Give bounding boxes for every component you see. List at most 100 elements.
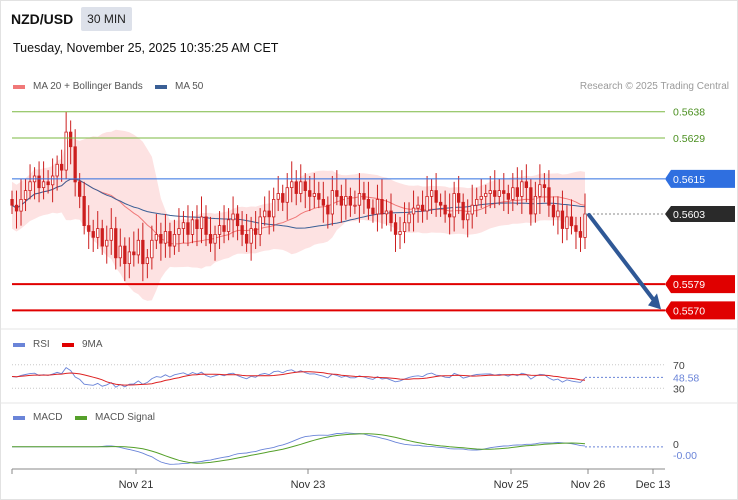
x-tick-label: Nov 25 [494,479,529,491]
candle [574,225,578,232]
x-tick-label: Nov 21 [119,479,154,491]
candle [240,225,244,235]
projection-arrow [587,212,656,303]
level-tag-support [665,301,735,320]
candle [208,233,213,244]
candle [547,187,551,206]
candle [105,239,109,247]
legend-rsi: RSI [13,339,50,350]
candle [416,204,420,209]
level-label-support: 0.5579 [673,279,705,291]
candle [353,204,357,207]
level-tag-pivot [665,169,735,188]
candle [371,207,375,215]
candle [321,198,326,206]
candle [258,216,262,235]
candle [290,181,294,189]
candle [118,245,122,259]
candle [384,210,389,215]
candle [123,245,127,265]
candle [506,193,511,200]
candle [159,233,163,244]
macd-signal-swatch [75,415,87,420]
x-tick-label: Nov 26 [571,479,606,491]
candle [51,175,55,186]
macd-signal-label: MACD Signal [95,412,156,423]
candle [344,195,348,206]
candle [493,190,497,197]
level-label-support: 0.5570 [673,305,705,317]
candle [276,193,280,200]
candle [502,190,506,194]
candle [249,228,253,244]
current-price-label: 0.5603 [673,209,705,221]
candle [213,233,217,244]
candle [281,193,285,203]
rsi-line [11,366,586,388]
current-price-tag [665,205,735,222]
candle [456,193,461,203]
rsi-level-label: 30 [673,383,685,395]
candle [150,239,154,259]
candle [529,187,533,215]
candle [271,198,276,218]
rsi-current-label: 48.58 [673,372,699,384]
candle [231,213,235,221]
candle [420,204,425,212]
candle [190,219,195,235]
candle [515,187,519,197]
candle [425,195,429,212]
datetime-label: Tuesday, November 25, 2025 10:35:25 AM C… [13,41,279,55]
candle [479,195,483,200]
candle [393,222,398,235]
rsi-ma-line [11,371,586,386]
macd-zero-label: 0 [673,439,679,451]
legend-ma20: MA 20 + Bollinger Bands [13,81,143,92]
candle [127,251,132,264]
candle [578,231,583,238]
candle [262,210,267,218]
candle [520,181,524,197]
candle [114,228,118,259]
projection-arrowhead [648,293,661,310]
candle [37,175,41,189]
rsi-label: RSI [33,339,50,350]
candle [23,190,28,200]
candle [60,163,64,171]
candle [583,213,587,238]
candle [407,213,411,224]
candle [87,225,91,232]
candle [330,190,335,215]
candle [348,195,353,206]
candle [204,216,208,235]
x-tick-label: Nov 23 [291,479,326,491]
timeframe-badge[interactable]: 30 MIN [81,7,132,31]
candle [438,201,443,206]
candle [46,181,50,186]
candle [366,198,371,209]
candle [556,210,560,218]
ma50-label: MA 50 [175,81,204,92]
candle [357,193,362,206]
candle [542,184,547,188]
candle [73,146,77,183]
level-label-resistance: 0.5629 [673,133,705,145]
candle [235,213,240,227]
rsi-ma-label: 9MA [82,339,103,350]
ma20-label: MA 20 + Bollinger Bands [33,81,143,92]
candle [154,233,159,241]
candle [28,181,32,192]
candle [569,216,574,227]
candle [181,222,186,229]
candle [96,228,100,238]
ma50-swatch [155,84,167,89]
level-label-pivot: 0.5615 [673,174,705,186]
candle [524,181,528,189]
candle [317,193,321,200]
candle [141,239,145,265]
candle [217,225,222,235]
candle [565,216,569,229]
candle [19,198,23,212]
candle [199,216,204,229]
